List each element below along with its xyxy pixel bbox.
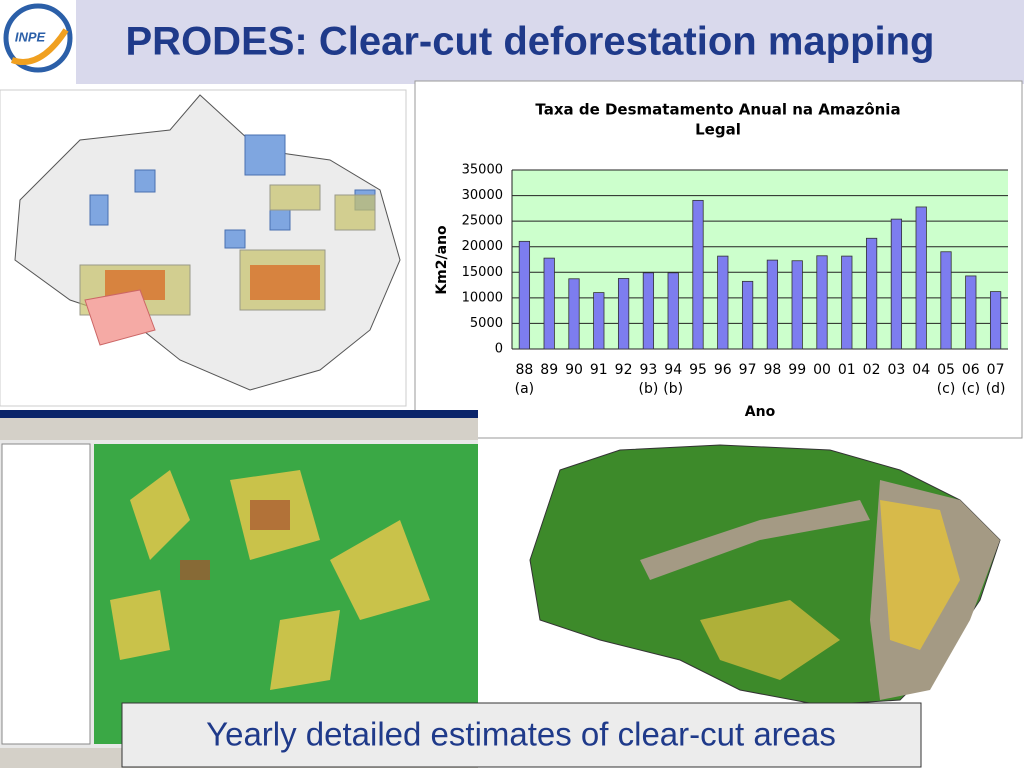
x-tick-label: 99 xyxy=(788,362,806,378)
y-tick-label: 0 xyxy=(495,342,503,357)
y-tick-label: 5000 xyxy=(470,316,503,331)
title-bar xyxy=(76,0,1024,84)
bar xyxy=(816,255,828,350)
chart-title: Taxa de Desmatamento Anual na Amazônia xyxy=(535,101,900,119)
x-tick-note: (c) xyxy=(937,381,956,397)
bar xyxy=(667,272,679,350)
x-tick-label: 93 xyxy=(639,362,657,378)
plot-area xyxy=(512,170,1008,349)
x-tick-note: (c) xyxy=(961,381,980,397)
bar xyxy=(989,291,1002,350)
x-tick-label: 96 xyxy=(714,362,732,378)
y-tick-label: 30000 xyxy=(462,188,503,203)
bar xyxy=(617,278,630,350)
bar xyxy=(791,260,803,350)
bar xyxy=(865,237,878,350)
x-tick-label: 05 xyxy=(937,362,955,378)
bar xyxy=(965,275,977,350)
x-tick-label: 90 xyxy=(565,362,583,378)
bar xyxy=(841,255,853,350)
logo xyxy=(3,3,73,73)
map-image-grid xyxy=(0,89,407,407)
x-tick-label: 02 xyxy=(863,362,881,378)
x-tick-label: 06 xyxy=(962,362,980,378)
x-tick-label: 92 xyxy=(615,362,633,378)
bar xyxy=(518,240,531,350)
y-axis-label: Km2/ano xyxy=(434,225,450,295)
y-tick-label: 10000 xyxy=(462,290,503,305)
x-axis-label: Ano xyxy=(745,404,776,420)
deforestation-map xyxy=(529,444,1001,706)
x-tick-label: 01 xyxy=(838,362,856,378)
x-tick-label: 88 xyxy=(515,362,533,378)
bar xyxy=(717,255,729,350)
x-tick-label: 89 xyxy=(540,362,558,378)
bar xyxy=(890,218,903,350)
x-tick-note: (d) xyxy=(986,381,1006,397)
y-tick-label: 35000 xyxy=(462,163,503,178)
x-tick-label: 94 xyxy=(664,362,682,378)
y-tick-label: 20000 xyxy=(462,239,503,254)
y-tick-label: 15000 xyxy=(462,265,503,280)
x-tick-note: (b) xyxy=(663,381,683,397)
x-tick-label: 00 xyxy=(813,362,831,378)
bar xyxy=(940,251,952,350)
bar xyxy=(766,259,779,350)
x-tick-label: 95 xyxy=(689,362,707,378)
bar xyxy=(915,206,927,350)
x-tick-label: 07 xyxy=(987,362,1005,378)
x-tick-note: (a) xyxy=(515,381,535,397)
logo-swoosh xyxy=(10,28,69,65)
bar xyxy=(642,272,655,350)
y-tick-label: 25000 xyxy=(462,214,503,229)
bar xyxy=(568,278,580,350)
x-tick-label: 03 xyxy=(887,362,905,378)
caption-box xyxy=(121,702,922,768)
bar xyxy=(593,292,605,350)
x-tick-label: 98 xyxy=(763,362,781,378)
x-tick-label: 91 xyxy=(590,362,608,378)
x-tick-note: (b) xyxy=(638,381,658,397)
x-tick-label: 04 xyxy=(912,362,930,378)
slide-title: PRODES: Clear-cut deforestation mapping xyxy=(126,20,935,64)
chart-title: Legal xyxy=(695,121,741,139)
caption: Yearly detailed estimates of clear-cut a… xyxy=(206,716,836,753)
x-tick-label: 97 xyxy=(739,362,757,378)
bar xyxy=(543,257,555,350)
bar xyxy=(692,199,704,350)
bar xyxy=(741,280,754,350)
logo-text: INPE xyxy=(15,29,46,44)
